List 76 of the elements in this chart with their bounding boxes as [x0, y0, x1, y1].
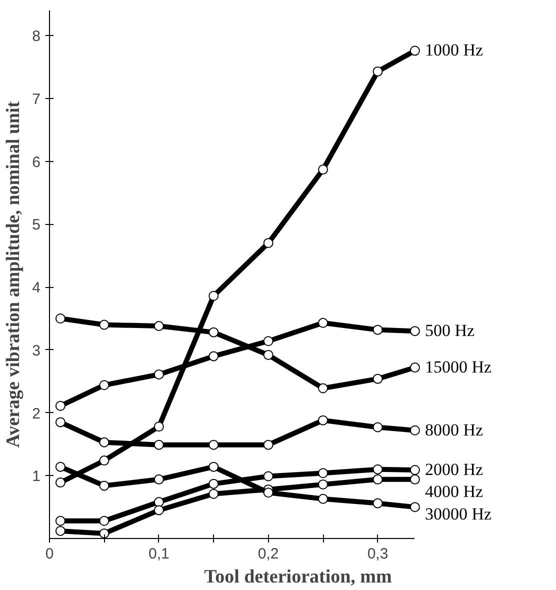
series-label: 1000 Hz: [424, 40, 484, 60]
point: [99, 380, 110, 390]
point: [208, 478, 219, 489]
x-tick-label: 0,1: [148, 546, 170, 562]
point: [372, 374, 383, 384]
point: [318, 383, 328, 394]
point: [263, 488, 274, 498]
point: [55, 516, 66, 526]
y-tick-label: 2: [32, 405, 40, 422]
point: [55, 314, 66, 324]
point: [263, 238, 274, 248]
x-axis-title: Tool deterioration, mm: [204, 566, 392, 588]
point: [410, 502, 420, 512]
point: [55, 478, 66, 488]
point: [372, 498, 383, 508]
series-label: 15000 Hz: [424, 358, 492, 377]
point: [154, 369, 164, 380]
point: [99, 516, 110, 526]
y-tick-label: 8: [32, 28, 40, 46]
point: [372, 474, 383, 484]
point: [410, 425, 420, 436]
point: [318, 494, 328, 504]
point: [263, 471, 274, 482]
point: [318, 468, 328, 478]
point: [55, 526, 66, 536]
point: [208, 462, 219, 472]
point: [372, 464, 383, 474]
point: [372, 422, 383, 432]
y-tick-label: 6: [32, 154, 40, 171]
x-tick-label: 0: [45, 546, 54, 562]
point: [410, 362, 420, 373]
point: [372, 324, 383, 335]
point: [263, 336, 274, 346]
y-tick-label: 1: [32, 468, 40, 486]
point: [263, 440, 274, 450]
point: [99, 480, 110, 491]
point: [208, 488, 219, 499]
series-label: 8000 Hz: [424, 420, 484, 440]
y-tick-label: 3: [32, 342, 40, 360]
point: [55, 400, 66, 411]
y-axis-title: Average vibration amplitude, nominal unit: [3, 100, 24, 448]
point: [154, 474, 164, 484]
point: [99, 528, 110, 538]
point: [154, 321, 164, 332]
point: [263, 350, 274, 360]
x-tick-label: 0,3: [367, 546, 388, 562]
point: [55, 417, 66, 428]
series-label: 4000 Hz: [424, 482, 484, 502]
point: [154, 505, 164, 516]
point: [208, 351, 219, 362]
point: [99, 320, 110, 330]
point: [208, 290, 219, 301]
series-label: 500 Hz: [424, 321, 475, 340]
y-tick-label: 4: [32, 280, 40, 297]
point: [99, 456, 110, 466]
point: [372, 66, 383, 76]
point: [99, 437, 110, 448]
point: [154, 440, 164, 450]
point: [410, 474, 420, 484]
point: [410, 46, 420, 56]
point: [410, 326, 420, 336]
series-label: 30000 Hz: [424, 504, 492, 524]
point: [318, 318, 328, 328]
point: [154, 497, 164, 508]
point: [318, 415, 328, 426]
y-tick-label: 7: [32, 91, 40, 108]
point: [318, 164, 328, 175]
x-tick-label: 0,2: [258, 546, 279, 562]
point: [410, 464, 420, 475]
point: [55, 462, 66, 472]
y-tick-label: 5: [32, 216, 40, 234]
point: [208, 440, 219, 450]
point: [208, 327, 219, 338]
point: [154, 422, 164, 432]
series-label: 2000 Hz: [424, 460, 484, 479]
point: [318, 479, 328, 490]
